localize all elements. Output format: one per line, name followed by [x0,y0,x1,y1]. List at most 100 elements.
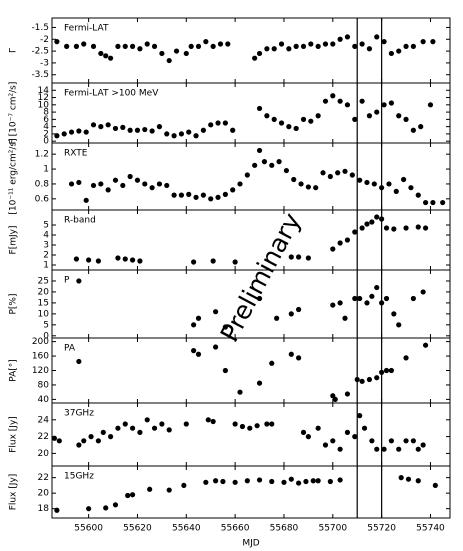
data-point [396,446,402,452]
y-tick-label: 0.8 [35,179,50,189]
data-point [142,181,148,187]
data-point [68,181,75,187]
data-point [379,369,385,375]
data-point [171,192,177,198]
y-tick-label: 2 [43,251,49,261]
data-point [269,162,275,168]
data-point [191,348,197,354]
y-tick-label: 200 [32,337,49,347]
data-point [120,182,126,189]
y-tick-label: 12 [38,93,49,103]
data-point [88,434,94,440]
data-point [173,48,180,54]
y-tick-label: 0 [43,137,49,147]
data-point [383,295,390,302]
data-point [415,192,421,198]
data-point [129,257,136,263]
x-tick-label: 55740 [416,524,445,534]
data-point [51,435,58,441]
data-point [156,124,163,130]
data-point [156,181,163,187]
data-point [315,425,321,431]
y-axis-label: Γ [9,48,19,53]
data-point [344,237,351,243]
data-point [54,39,60,45]
data-point [232,479,238,485]
data-point [195,351,202,357]
data-point [361,425,368,431]
data-point [112,502,119,508]
data-point [73,43,80,49]
data-point [300,43,307,49]
data-point [354,376,360,383]
data-point [337,300,343,306]
data-point [330,41,336,47]
data-point [127,127,133,133]
data-point [427,102,434,108]
data-point [344,34,351,40]
data-point [276,159,282,165]
data-point [105,122,111,128]
data-point [300,429,307,435]
data-point [271,46,277,52]
data-point [374,109,380,115]
y-axis-label: [10⁻¹¹ erg/cm²/s] [9,138,19,214]
y-tick-label: 120 [32,366,49,376]
data-point [76,128,82,134]
y-axis-label: P[%] [9,293,19,314]
data-point [322,442,329,448]
data-point [222,324,228,330]
data-point [256,147,263,154]
data-point [305,434,311,440]
data-point [188,43,194,49]
data-point [388,100,394,106]
data-point [137,429,143,435]
x-tick-label: 55660 [221,524,250,534]
y-tick-label: 20 [38,287,50,297]
data-point [95,258,101,264]
data-point [332,396,338,402]
data-point [305,255,311,261]
data-point [405,476,412,482]
y-tick-label: 1 [43,261,49,271]
data-point [298,181,304,187]
y-tick-label: 22 [38,432,49,442]
data-point [379,300,385,306]
data-point [415,224,421,230]
y-tick-label: 1 [43,165,49,175]
data-point [217,41,224,47]
data-point [178,131,185,137]
data-point [330,302,336,308]
y-tick-label: 22 [38,473,49,483]
data-point [330,246,336,252]
data-point [232,421,238,427]
data-point [401,176,407,183]
data-point [379,216,385,222]
data-point [195,43,202,49]
x-tick-label: 55620 [123,524,152,534]
data-point [264,113,270,119]
data-point [164,131,170,137]
data-point [283,167,290,174]
data-point [305,184,311,190]
data-point [391,311,397,317]
data-point [144,41,150,47]
data-point [374,446,380,452]
data-point [381,102,387,108]
data-point [186,129,192,135]
data-point [171,133,177,139]
data-point [388,50,394,57]
y-tick-label: 1.2 [35,150,49,160]
data-point [396,113,402,119]
data-point [195,315,202,321]
data-point [237,181,243,187]
data-point [261,159,268,165]
data-point [203,479,209,485]
data-point [296,254,302,260]
data-point [256,295,263,302]
data-point [244,172,250,178]
data-point [264,421,270,427]
data-point [344,391,351,397]
